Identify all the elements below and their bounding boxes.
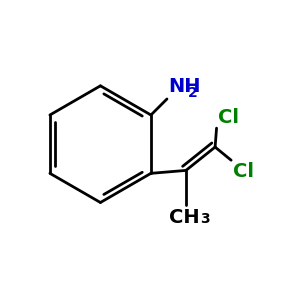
Text: NH: NH [168, 77, 201, 96]
Text: 2: 2 [188, 85, 198, 100]
Text: 3: 3 [200, 212, 209, 226]
Text: CH: CH [169, 208, 200, 227]
Text: Cl: Cl [232, 162, 254, 181]
Text: Cl: Cl [218, 108, 239, 127]
